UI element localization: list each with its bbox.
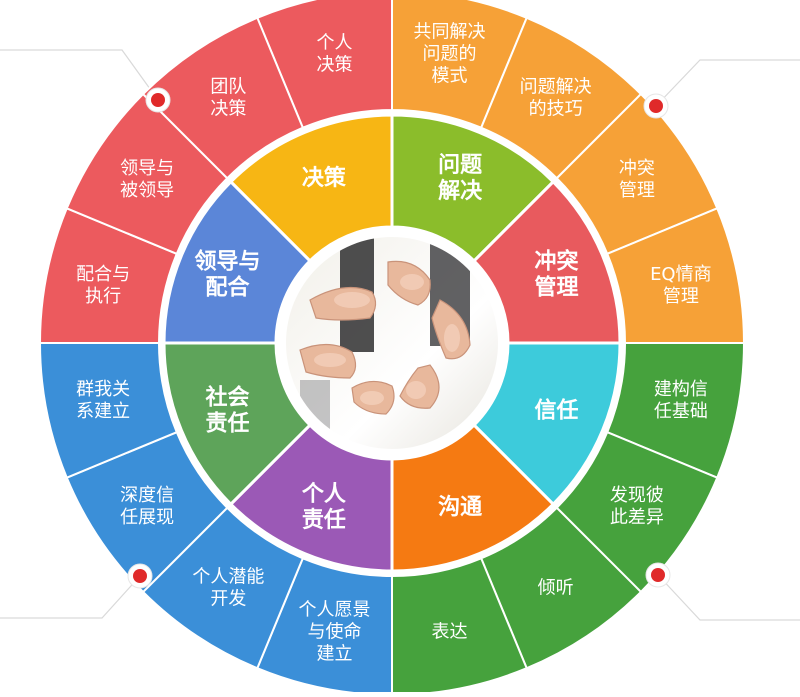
outer-label-personal-potential: 个人潜能 (192, 566, 264, 587)
outer-label-problem-solving-skills: 问题解决 (520, 77, 592, 98)
outer-label-team-decision: 团队 (210, 77, 246, 98)
outer-label-find-differences: 发现彼 (610, 485, 664, 506)
inner-label-decision: 决策 (302, 165, 347, 191)
outer-label-deep-trust-display: 深度信 (120, 485, 174, 506)
inner-label-conflict-management: 管理 (534, 274, 578, 300)
outer-label-eq-management: 管理 (663, 286, 699, 307)
outer-label-eq-management: EQ情商 (650, 264, 712, 285)
outer-label-common-solution-model: 共同解决 (413, 22, 485, 43)
outer-label-personal-vision-mission: 建立 (317, 643, 353, 664)
inner-label-problem-solving: 解决 (438, 178, 483, 204)
red-dot (649, 99, 663, 113)
inner-label-social-responsibility: 责任 (206, 411, 250, 437)
connector-line-top-left (0, 49, 159, 101)
connector-lines (0, 49, 800, 621)
outer-label-personal-decision: 决策 (317, 55, 353, 76)
inner-label-personal-responsibility: 责任 (302, 507, 346, 533)
outer-label-conflict-manage: 冲突 (619, 158, 655, 179)
connector-line-bottom-right (657, 574, 800, 621)
red-dot (151, 93, 165, 107)
outer-label-build-trust-foundation: 任基础 (654, 401, 708, 422)
outer-label-personal-vision-mission: 个人愿景 (299, 599, 371, 620)
center-photo (276, 227, 508, 459)
outer-label-personal-potential: 开发 (210, 588, 246, 609)
outer-label-express: 表达 (431, 621, 467, 642)
outer-label-cooperate-execute: 配合与 (76, 264, 130, 285)
outer-label-problem-solving-skills: 的技巧 (529, 99, 583, 120)
inner-label-leadership-cooperation: 领导与 (195, 248, 261, 274)
inner-label-communication: 沟通 (438, 494, 482, 520)
inner-ring (162, 113, 622, 573)
outer-label-cooperate-execute: 执行 (85, 286, 121, 307)
outer-label-group-relations: 系建立 (76, 401, 130, 422)
connector-line-bottom-left (0, 575, 141, 619)
outer-label-team-decision: 决策 (210, 99, 246, 120)
outer-label-find-differences: 此差异 (610, 507, 664, 528)
outer-label-common-solution-model: 问题的 (422, 44, 476, 65)
outer-label-listen: 倾听 (538, 577, 574, 598)
inner-label-social-responsibility: 社会 (206, 385, 250, 411)
inner-label-problem-solving: 问题 (438, 153, 483, 178)
inner-label-leadership-cooperation: 配合 (206, 274, 251, 300)
connector-line-top-right (655, 59, 800, 107)
outer-label-personal-vision-mission: 与使命 (308, 621, 362, 642)
outer-label-lead-and-be-led: 领导与 (120, 158, 174, 179)
outer-label-group-relations: 群我关 (76, 379, 130, 400)
inner-label-personal-responsibility: 个人 (302, 482, 346, 507)
red-dot (651, 568, 665, 582)
dots (127, 87, 671, 589)
inner-label-trust: 信任 (534, 398, 578, 424)
inner-label-conflict-management: 冲突 (534, 248, 578, 274)
outer-label-common-solution-model: 模式 (431, 66, 467, 87)
outer-label-conflict-manage: 管理 (619, 180, 655, 201)
outer-label-personal-decision: 个人 (317, 33, 353, 54)
outer-label-deep-trust-display: 任展现 (120, 507, 174, 528)
segment-labels: 决策问题解决冲突管理信任沟通个人责任社会责任领导与配合个人决策共同解决问题的模式… (76, 22, 711, 665)
outer-label-build-trust-foundation: 建构信 (654, 379, 708, 400)
outer-label-lead-and-be-led: 被领导 (120, 180, 174, 201)
red-dot (133, 569, 147, 583)
